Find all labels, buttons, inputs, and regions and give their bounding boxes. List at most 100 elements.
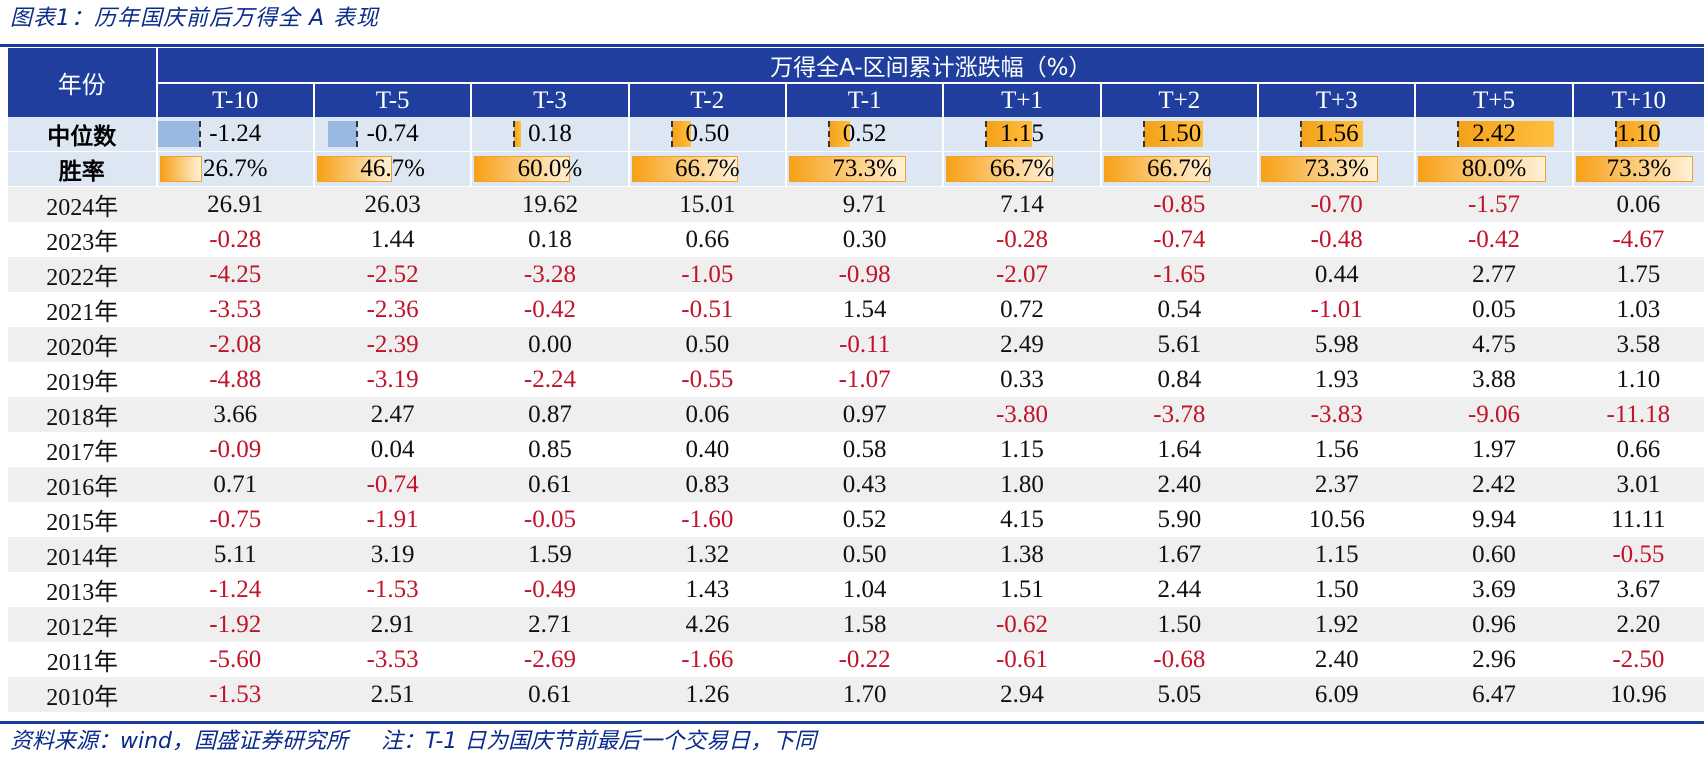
win-rate-bar [631, 156, 739, 182]
median-positive-bar [828, 121, 850, 147]
return-cell: -0.11 [785, 327, 944, 362]
win-rate-value: 66.7% [989, 155, 1055, 182]
return-cell: 1.67 [1100, 537, 1259, 572]
column-header: T+3 [1258, 83, 1417, 117]
return-cell: -4.88 [156, 362, 314, 397]
return-cell: 2.51 [313, 677, 472, 712]
median-positive-bar [986, 121, 1032, 147]
table-row: 2022年 -4.25 -2.52 -3.28 -1.05 -0.98 -2.07 -1.65… [8, 257, 1704, 292]
return-cell: 1.15 [943, 432, 1101, 467]
return-cell: -0.85 [1100, 186, 1259, 222]
return-cell: 1.54 [785, 292, 944, 327]
year-cell: 2022年 [8, 257, 157, 292]
win-rate-cell: 80.0% [1415, 151, 1574, 187]
return-cell: 1.32 [628, 537, 786, 572]
returns-table: 年份 万得全A-区间累计涨跌幅（%） T-10 T-5 T-3 T-2 T-1 T+1 T+… [8, 48, 1704, 712]
return-cell: 3.67 [1572, 572, 1704, 607]
median-cell: 1.15 [943, 117, 1102, 152]
return-cell: 5.05 [1100, 677, 1259, 712]
return-cell: 3.01 [1572, 467, 1704, 502]
table-row: 2019年 -4.88 -3.19 -2.24 -0.55 -1.07 0.33 0.84 1.… [8, 362, 1704, 397]
return-cell: 2.20 [1572, 607, 1704, 642]
median-cell: 0.18 [471, 117, 630, 152]
return-cell: -3.83 [1258, 397, 1416, 432]
return-cell: 0.84 [1100, 362, 1259, 397]
return-cell: 0.40 [628, 432, 786, 467]
return-cell: 3.88 [1415, 362, 1573, 397]
year-cell: 2023年 [8, 222, 157, 257]
win-rate-value: 46.7% [360, 155, 425, 182]
return-cell: 5.61 [1100, 327, 1259, 362]
median-axis [513, 121, 516, 147]
return-cell: 2.37 [1258, 467, 1416, 502]
return-cell: 6.09 [1258, 677, 1416, 712]
median-value: 1.50 [1157, 120, 1202, 147]
return-cell: 2.49 [943, 327, 1101, 362]
return-cell: 6.47 [1415, 677, 1573, 712]
year-cell: 2015年 [8, 502, 157, 537]
return-cell: 10.96 [1572, 677, 1704, 712]
return-cell: -0.51 [628, 292, 786, 327]
year-cell: 2021年 [8, 292, 157, 327]
win-rate-cell: 66.7% [943, 151, 1102, 187]
return-cell: 0.06 [628, 397, 786, 432]
source-text: 资料来源：wind，国盛证券研究所 [10, 729, 349, 754]
top-rule [0, 44, 1704, 47]
median-cell: -0.74 [313, 117, 473, 152]
return-cell: -1.53 [156, 677, 314, 712]
return-cell: 0.54 [1100, 292, 1259, 327]
return-cell: 5.90 [1100, 502, 1259, 537]
table-row: 2024年 26.91 26.03 19.62 15.01 9.71 7.14 -0.85 -0… [8, 186, 1704, 222]
return-cell: 0.71 [156, 467, 314, 502]
bottom-rule [0, 721, 1704, 724]
median-value: 0.52 [842, 120, 887, 147]
return-cell: 1.26 [628, 677, 786, 712]
return-cell: 0.00 [471, 327, 629, 362]
return-cell: -0.75 [156, 502, 314, 537]
win-rate-label: 胜率 [8, 151, 158, 187]
median-cell: 1.10 [1572, 117, 1704, 152]
return-cell: 1.04 [785, 572, 944, 607]
median-axis [1300, 121, 1303, 147]
median-positive-bar [671, 121, 692, 147]
win-rate-value: 73.3% [1606, 155, 1672, 182]
table-row: 2012年 -1.92 2.91 2.71 4.26 1.58 -0.62 1.50 1.92 0… [8, 607, 1704, 642]
return-cell: 2.44 [1100, 572, 1259, 607]
median-axis [355, 121, 358, 147]
return-cell: -5.60 [156, 642, 314, 677]
return-cell: 1.97 [1415, 432, 1573, 467]
median-positive-bar [514, 121, 522, 147]
win-rate-bar [1418, 156, 1547, 182]
win-rate-cell: 46.7% [313, 151, 473, 187]
return-cell: 4.15 [943, 502, 1101, 537]
return-cell: -0.28 [943, 222, 1101, 257]
return-cell: -3.78 [1100, 397, 1259, 432]
return-cell: 2.91 [313, 607, 472, 642]
return-cell: 1.56 [1258, 432, 1416, 467]
win-rate-cell: 60.0% [471, 151, 630, 187]
win-rate-bar [316, 156, 392, 182]
return-cell: 0.50 [628, 327, 786, 362]
return-cell: -11.18 [1572, 397, 1704, 432]
return-cell: -0.74 [1100, 222, 1259, 257]
return-cell: 0.87 [471, 397, 629, 432]
return-cell: 0.61 [471, 677, 629, 712]
year-cell: 2013年 [8, 572, 157, 607]
median-value: 2.42 [1472, 120, 1516, 147]
return-cell: -2.52 [313, 257, 472, 292]
win-rate-value: 66.7% [675, 155, 740, 182]
return-cell: -0.74 [313, 467, 472, 502]
table-row: 2015年 -0.75 -1.91 -0.05 -1.60 0.52 4.15 5.90 10.… [8, 502, 1704, 537]
return-cell: 5.98 [1258, 327, 1416, 362]
return-cell: -0.22 [785, 642, 944, 677]
table-row: 2017年 -0.09 0.04 0.85 0.40 0.58 1.15 1.64 1.56 1.… [8, 432, 1704, 467]
return-cell: 4.75 [1415, 327, 1573, 362]
win-rate-value: 60.0% [517, 155, 583, 182]
median-cell: -1.24 [156, 117, 315, 152]
return-cell: 0.06 [1572, 186, 1704, 222]
median-negative-bar [327, 121, 357, 147]
return-cell: 3.66 [156, 397, 314, 432]
return-cell: 0.66 [628, 222, 786, 257]
return-cell: 0.66 [1572, 432, 1704, 467]
column-header: T-2 [628, 83, 787, 117]
